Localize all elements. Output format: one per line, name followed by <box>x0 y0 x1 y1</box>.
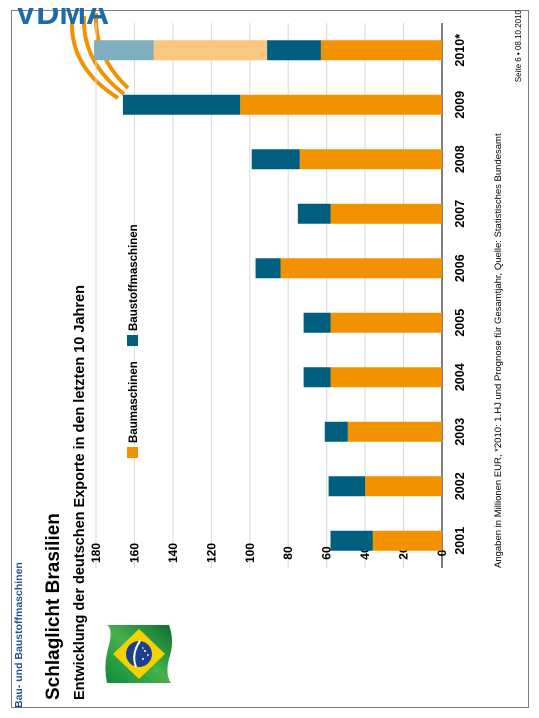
x-tick-label: 2006 <box>453 254 467 282</box>
bar-baustoffmaschinen <box>303 312 331 333</box>
bar-baumaschinen <box>330 203 442 224</box>
bar-baustoffmaschinen <box>330 530 373 551</box>
page-info: Seite 6 • 08.10.2010 <box>514 10 523 83</box>
x-tick-label: 2002 <box>453 472 467 500</box>
y-tick-label: 80 <box>281 546 295 560</box>
footnote: Angaben in Millionen EUR, *2010: 1.HJ un… <box>493 133 504 568</box>
bar-baustoffmaschinen <box>324 421 348 442</box>
bar-baumaschinen <box>372 530 442 551</box>
x-tick-label: 2008 <box>453 145 467 173</box>
legend-label-baumaschinen: Baumaschinen <box>128 361 140 443</box>
x-tick-label: 2005 <box>453 309 467 337</box>
bar-baustoffmaschinen <box>297 203 331 224</box>
bar-baumaschinen <box>299 149 442 170</box>
bar-baustoffmaschinen-forecast <box>94 40 154 61</box>
x-tick-label: 2010* <box>453 34 467 67</box>
x-tick-label: 2009 <box>453 91 467 119</box>
y-tick-label: 140 <box>166 543 180 563</box>
bar-baustoffmaschinen <box>255 258 281 279</box>
y-tick-label: 180 <box>89 543 103 563</box>
bar-baustoffmaschinen <box>122 94 241 115</box>
bar-baumaschinen <box>365 476 442 497</box>
bar-baustoffmaschinen <box>267 40 321 61</box>
bar-baumaschinen <box>240 94 442 115</box>
legend-label-baustoffmaschinen: Baustoffmaschinen <box>128 224 140 331</box>
bar-baumaschinen <box>330 312 442 333</box>
x-tick-label: 2001 <box>453 527 467 555</box>
vdma-logo-icon: VDMA <box>15 8 130 100</box>
logo-text: VDMA <box>15 8 109 31</box>
y-tick-label: 60 <box>320 546 334 560</box>
legend-swatch-baustoffmaschinen <box>127 335 138 346</box>
x-tick-label: 2007 <box>453 200 467 228</box>
y-tick-label: 100 <box>243 543 257 563</box>
x-tick-label: 2004 <box>453 363 467 391</box>
bar-baustoffmaschinen <box>303 367 331 388</box>
bar-baumaschinen <box>280 258 442 279</box>
bar-baumaschinen <box>347 421 442 442</box>
y-tick-label: 160 <box>127 543 141 563</box>
bar-baumaschinen-forecast <box>153 40 268 61</box>
legend-swatch-baumaschinen <box>127 447 138 458</box>
bar-baustoffmaschinen <box>251 149 300 170</box>
bar-baustoffmaschinen <box>328 476 366 497</box>
brazil-flag-icon <box>105 625 172 683</box>
bar-baumaschinen <box>330 367 442 388</box>
x-tick-label: 2003 <box>453 418 467 446</box>
bar-baumaschinen <box>320 40 442 61</box>
y-tick-label: 120 <box>204 543 218 563</box>
